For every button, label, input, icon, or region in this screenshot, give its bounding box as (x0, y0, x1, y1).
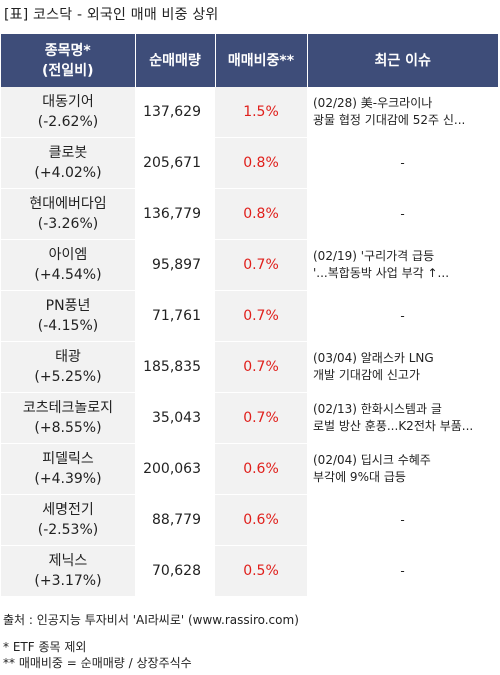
issue-line-1: - (400, 206, 405, 221)
source-note: 출처 : 인공지능 투자비서 'AI라씨로' (www.rassiro.com) (3, 613, 299, 627)
net-volume: 185,835 (135, 341, 215, 393)
trade-ratio: 0.5% (215, 545, 307, 597)
trade-ratio: 0.7% (215, 290, 307, 342)
stock-name: 클로봇 (48, 145, 88, 161)
stock-change: (+4.39%) (34, 471, 102, 487)
stock-name: 아이엠 (48, 247, 88, 263)
net-volume: 70,628 (135, 545, 215, 597)
trade-ratio: 0.6% (215, 494, 307, 546)
stock-name: 태광 (55, 349, 81, 365)
stock-name: 현대에버다임 (29, 196, 107, 212)
stock-name: 대동기어 (42, 94, 94, 110)
issue-line-1: (02/13) 한화시스템과 글 (313, 402, 442, 416)
table-row: 대동기어 (-2.62%) 137,629 1.5% (02/28) 美-우크라이나 광물… (1, 87, 498, 138)
table-row: 현대에버다임 (-3.26%) 136,779 0.8% - (1, 188, 498, 240)
issue-line-2: 로벌 방산 훈풍...K2전차 부품... (313, 419, 474, 433)
table-title: [표] 코스닥 - 외국인 매매 비중 상위 (4, 7, 219, 23)
stock-change: (+8.55%) (34, 420, 102, 436)
stock-name-cell: 아이엠 (+4.54%) (1, 239, 135, 291)
issue-line-1: (02/28) 美-우크라이나 (313, 96, 433, 110)
header-name: 종목명* (전일비) (1, 34, 136, 87)
stock-name-cell: 제닉스 (+3.17%) (1, 545, 135, 597)
trade-ratio: 0.7% (215, 341, 307, 393)
issue-line-1: - (400, 512, 405, 527)
net-volume: 88,779 (135, 494, 215, 546)
trade-ratio: 0.8% (215, 188, 307, 240)
stock-name-cell: 현대에버다임 (-3.26%) (1, 188, 135, 240)
stock-name: 세명전기 (42, 502, 94, 518)
stock-name-cell: 태광 (+5.25%) (1, 341, 135, 393)
stock-name-cell: 세명전기 (-2.53%) (1, 494, 135, 546)
stock-change: (+5.25%) (34, 369, 102, 385)
header-row: 종목명* (전일비) 순매매량 매매비중** 최근 이슈 (1, 34, 498, 87)
recent-issue: - (307, 137, 498, 189)
net-volume: 35,043 (135, 392, 215, 444)
stock-name: 제닉스 (48, 553, 88, 569)
recent-issue: - (307, 188, 498, 240)
stock-change: (-4.15%) (37, 318, 99, 334)
recent-issue: (03/04) 알래스카 LNG 개발 기대감에 신고가 (307, 341, 498, 393)
recent-issue: - (307, 494, 498, 546)
net-volume: 71,761 (135, 290, 215, 342)
table-row: 코츠테크놀로지 (+8.55%) 35,043 0.7% (02/13) 한화시스템과 … (1, 392, 498, 444)
stock-name-cell: 피델릭스 (+4.39%) (1, 443, 135, 495)
footnote-ratio: ** 매매비중 = 순매매량 / 상장주식수 (3, 656, 192, 670)
recent-issue: - (307, 290, 498, 342)
stock-name-cell: 코츠테크놀로지 (+8.55%) (1, 392, 135, 444)
net-volume: 95,897 (135, 239, 215, 291)
stock-change: (+4.02%) (34, 165, 102, 181)
net-volume: 136,779 (135, 188, 215, 240)
trade-ratio: 0.7% (215, 392, 307, 444)
header-name-line1: 종목명* (44, 42, 91, 59)
header-name-line2: (전일비) (42, 62, 94, 79)
stock-change: (-3.26%) (37, 216, 99, 232)
issue-line-1: (03/04) 알래스카 LNG (313, 351, 434, 365)
header-ratio: 매매비중** (215, 34, 308, 87)
net-volume: 205,671 (135, 137, 215, 189)
stock-name: 피델릭스 (42, 451, 94, 467)
issue-line-1: (02/04) 딥시크 수혜주 (313, 453, 431, 467)
stock-name-cell: 클로봇 (+4.02%) (1, 137, 135, 189)
net-volume: 137,629 (135, 87, 215, 138)
stock-change: (-2.62%) (37, 114, 99, 130)
table-row: 태광 (+5.25%) 185,835 0.7% (03/04) 알래스카 LNG 개발… (1, 341, 498, 393)
stock-name-cell: 대동기어 (-2.62%) (1, 87, 135, 138)
issue-line-1: (02/19) '구리가격 급등 (313, 249, 435, 263)
stock-change: (+4.54%) (34, 267, 102, 283)
table-row: 피델릭스 (+4.39%) 200,063 0.6% (02/04) 딥시크 수혜주 부각… (1, 443, 498, 495)
issue-line-2: 광물 협정 기대감에 52주 신... (313, 113, 466, 127)
recent-issue: (02/19) '구리가격 급등 '...복합동박 사업 부각 ↑... (307, 239, 498, 291)
table-row: 클로봇 (+4.02%) 205,671 0.8% - (1, 137, 498, 189)
trade-ratio: 0.7% (215, 239, 307, 291)
header-issue: 최근 이슈 (307, 34, 498, 87)
issue-line-1: - (400, 563, 405, 578)
stock-name: 코츠테크놀로지 (22, 400, 114, 416)
stock-name: PN풍년 (45, 298, 91, 314)
issue-line-1: - (400, 308, 405, 323)
foreign-trading-table: 종목명* (전일비) 순매매량 매매비중** 최근 이슈 대동기어 (-2.62%… (1, 34, 498, 597)
stock-change: (-2.53%) (37, 522, 99, 538)
table-row: PN풍년 (-4.15%) 71,761 0.7% - (1, 290, 498, 342)
issue-line-2: 부각에 9%대 급등 (313, 470, 406, 484)
recent-issue: - (307, 545, 498, 597)
issue-line-2: '...복합동박 사업 부각 ↑... (313, 266, 450, 280)
stock-name-cell: PN풍년 (-4.15%) (1, 290, 135, 342)
stock-change: (+3.17%) (34, 573, 102, 589)
table-row: 세명전기 (-2.53%) 88,779 0.6% - (1, 494, 498, 546)
trade-ratio: 1.5% (215, 87, 307, 138)
issue-line-1: - (400, 155, 405, 170)
table-row: 아이엠 (+4.54%) 95,897 0.7% (02/19) '구리가격 급등 '..… (1, 239, 498, 291)
trade-ratio: 0.6% (215, 443, 307, 495)
issue-line-2: 개발 기대감에 신고가 (313, 368, 420, 382)
footnote-etf: * ETF 종목 제외 (3, 640, 87, 654)
trade-ratio: 0.8% (215, 137, 307, 189)
table-row: 제닉스 (+3.17%) 70,628 0.5% - (1, 545, 498, 597)
net-volume: 200,063 (135, 443, 215, 495)
header-qty: 순매매량 (135, 34, 216, 87)
